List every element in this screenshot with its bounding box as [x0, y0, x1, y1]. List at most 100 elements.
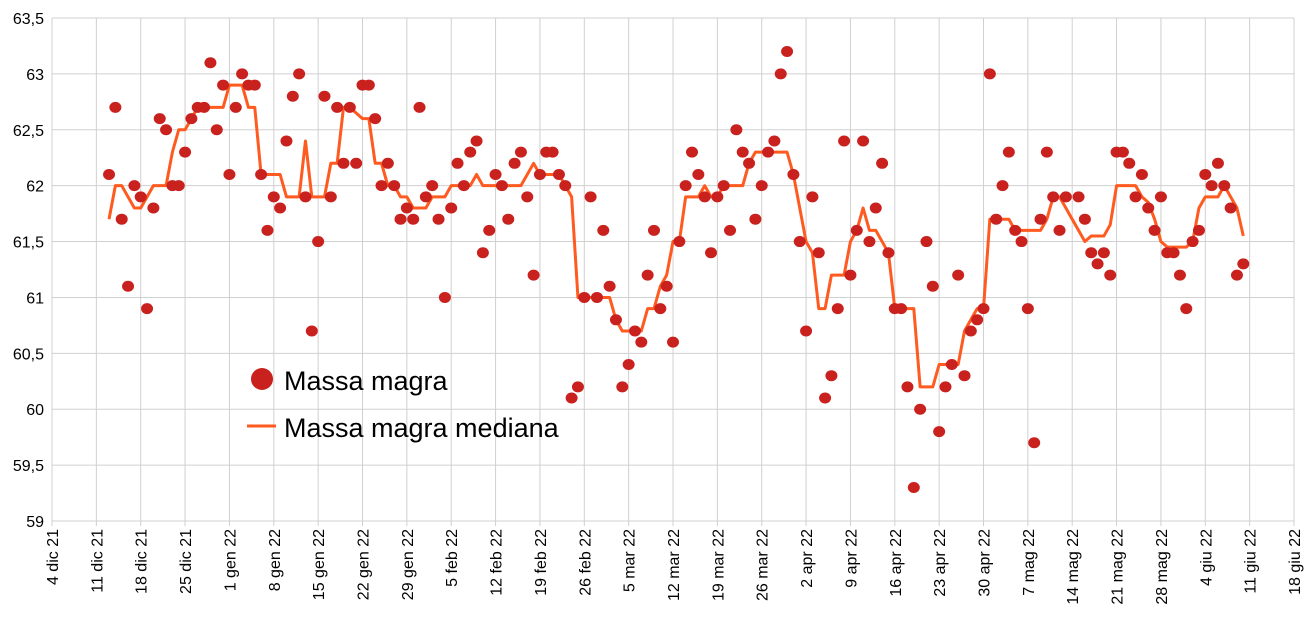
data-point [388, 180, 401, 192]
data-point [286, 90, 299, 102]
data-point [768, 135, 781, 147]
data-point [432, 213, 445, 225]
data-point [850, 224, 863, 236]
data-point [825, 370, 838, 382]
data-point [819, 392, 832, 404]
data-point [1009, 224, 1022, 236]
grid [51, 17, 1295, 526]
data-point [901, 381, 914, 393]
data-point [698, 191, 711, 203]
data-point [128, 180, 141, 192]
legend: Massa magra Massa magra mediana [247, 366, 560, 443]
data-point [781, 46, 794, 58]
data-point [280, 135, 293, 147]
data-point [1205, 180, 1218, 192]
legend-label-points: Massa magra [284, 366, 449, 396]
data-point [1186, 236, 1199, 248]
data-point [565, 392, 578, 404]
data-point [876, 157, 889, 169]
data-point [1199, 168, 1212, 180]
data-point [590, 291, 603, 303]
data-point [255, 168, 268, 180]
data-point [400, 202, 413, 214]
data-point [641, 269, 654, 281]
data-point [489, 168, 502, 180]
data-point [609, 314, 622, 326]
x-tick-label: 11 dic 21 [89, 529, 106, 593]
data-point [1028, 437, 1041, 449]
data-point [1123, 157, 1136, 169]
data-point [502, 213, 515, 225]
x-tick-label: 4 giu 22 [1198, 529, 1215, 586]
data-point [964, 325, 977, 337]
data-point [762, 146, 775, 158]
data-point [635, 336, 648, 348]
data-point [153, 113, 166, 125]
data-point [160, 124, 173, 136]
data-point [343, 101, 356, 113]
x-tick-label: 29 gen 22 [400, 529, 417, 600]
data-point [939, 381, 952, 393]
data-point [1154, 191, 1167, 203]
data-point [1237, 258, 1250, 270]
data-point [470, 135, 483, 147]
data-point [736, 146, 749, 158]
y-tick-label: 59 [26, 514, 44, 531]
data-point [375, 180, 388, 192]
data-point [1129, 191, 1142, 203]
data-point [787, 168, 800, 180]
data-point [103, 168, 116, 180]
data-point [857, 135, 870, 147]
y-tick-label: 60,5 [13, 346, 44, 363]
data-point [724, 224, 737, 236]
x-tick-label: 1 gen 22 [222, 529, 239, 591]
data-point [179, 146, 192, 158]
data-point [369, 113, 382, 125]
data-point [337, 157, 350, 169]
data-point [863, 236, 876, 248]
data-point [1116, 146, 1129, 158]
data-point [236, 68, 249, 80]
x-tick-label: 28 mag 22 [1154, 529, 1171, 605]
data-point [464, 146, 477, 158]
data-point [914, 403, 927, 415]
data-point [622, 359, 635, 371]
data-point [1104, 269, 1117, 281]
points-series [103, 46, 1250, 493]
data-point [1097, 247, 1110, 259]
data-point [451, 157, 464, 169]
data-point [711, 191, 724, 203]
data-point [1142, 202, 1155, 214]
data-point [907, 481, 920, 493]
data-point [812, 247, 825, 259]
data-point [869, 202, 882, 214]
data-point [521, 191, 534, 203]
data-point [1034, 213, 1047, 225]
data-point [457, 180, 470, 192]
x-tick-label: 5 feb 22 [444, 529, 461, 587]
data-point [1002, 146, 1015, 158]
data-point [559, 180, 572, 192]
data-point [1072, 191, 1085, 203]
x-tick-label: 12 feb 22 [489, 529, 506, 596]
x-tick-label: 25 dic 21 [178, 529, 195, 594]
data-point [293, 68, 306, 80]
data-point [1148, 224, 1161, 236]
data-point [1218, 180, 1231, 192]
data-point [647, 224, 660, 236]
data-point [1085, 247, 1098, 259]
data-point [438, 291, 451, 303]
data-point [603, 280, 616, 292]
data-point [185, 113, 198, 125]
data-point [990, 213, 1003, 225]
data-point [122, 280, 135, 292]
data-point [407, 213, 420, 225]
data-point [717, 180, 730, 192]
data-point [210, 124, 223, 136]
legend-marker-points [251, 368, 273, 390]
x-tick-label: 7 mag 22 [1021, 529, 1038, 596]
data-point [654, 303, 667, 315]
data-point [749, 213, 762, 225]
data-point [831, 303, 844, 315]
